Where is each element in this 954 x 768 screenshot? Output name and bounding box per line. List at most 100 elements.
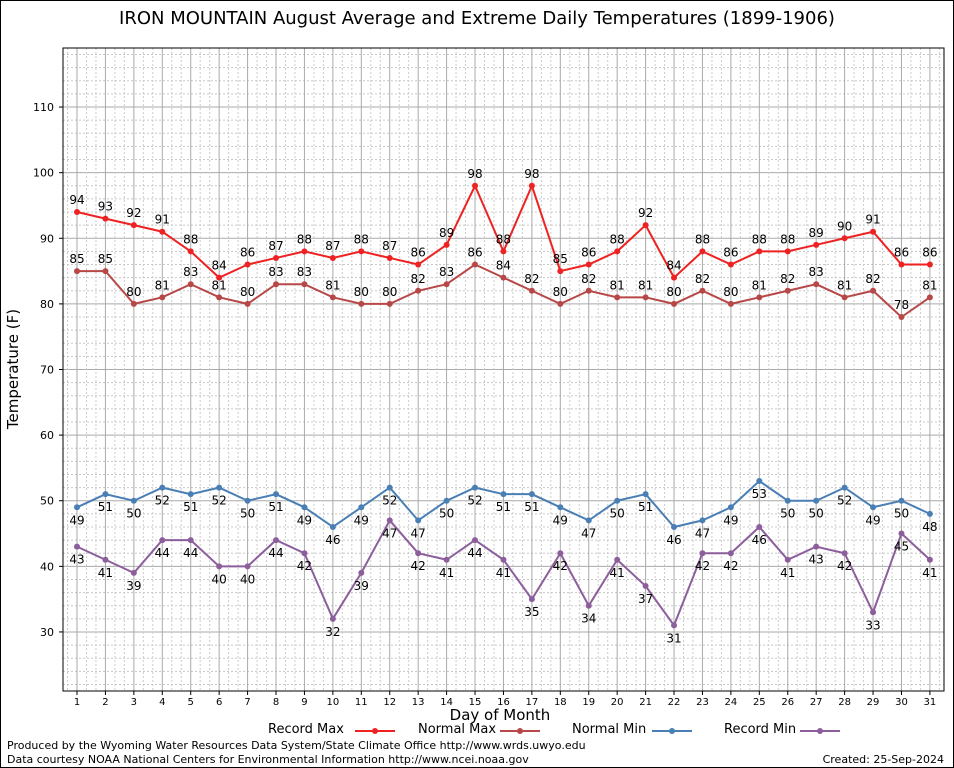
record-max-point bbox=[159, 228, 166, 235]
normal-max-data-label: 85 bbox=[98, 252, 113, 266]
normal-max-point bbox=[301, 281, 308, 288]
y-tick-label: 110 bbox=[33, 101, 54, 114]
record-min-data-label: 39 bbox=[354, 579, 369, 593]
normal-min-data-label: 48 bbox=[922, 520, 937, 534]
normal-min-point bbox=[386, 484, 393, 491]
normal-min-data-label: 47 bbox=[411, 526, 426, 540]
normal-max-data-label: 83 bbox=[183, 265, 198, 279]
normal-min-point bbox=[244, 497, 251, 504]
record-max-point bbox=[528, 182, 535, 189]
record-max-point bbox=[301, 248, 308, 255]
normal-max-data-label: 82 bbox=[524, 272, 539, 286]
record-max-data-label: 88 bbox=[297, 232, 312, 246]
record-min-point bbox=[472, 537, 479, 544]
normal-min-data-label: 51 bbox=[524, 500, 539, 514]
record-max-data-label: 93 bbox=[98, 200, 113, 214]
record-min-data-label: 46 bbox=[752, 533, 767, 547]
x-tick-label: 28 bbox=[838, 697, 851, 708]
normal-max-data-label: 82 bbox=[695, 272, 710, 286]
record-max-data-label: 98 bbox=[467, 167, 482, 181]
record-max-data-label: 87 bbox=[382, 239, 397, 253]
normal-min-point bbox=[784, 497, 791, 504]
y-tick-label: 30 bbox=[40, 626, 54, 639]
legend-normal-min-swatch bbox=[652, 730, 692, 732]
normal-max-point bbox=[557, 300, 564, 307]
record-max-data-label: 88 bbox=[752, 232, 767, 246]
record-max-data-label: 92 bbox=[126, 206, 141, 220]
record-max-data-label: 91 bbox=[865, 213, 880, 227]
normal-min-point bbox=[841, 484, 848, 491]
normal-max-data-label: 78 bbox=[894, 298, 909, 312]
x-tick-label: 31 bbox=[924, 697, 937, 708]
record-min-data-label: 44 bbox=[155, 546, 170, 560]
record-min-point bbox=[102, 556, 109, 563]
record-max-point bbox=[898, 261, 905, 268]
record-max-point bbox=[500, 248, 507, 255]
record-min-data-label: 32 bbox=[325, 625, 340, 639]
record-min-data-label: 43 bbox=[69, 553, 84, 567]
record-min-point bbox=[614, 556, 621, 563]
record-max-data-label: 85 bbox=[553, 252, 568, 266]
normal-min-point bbox=[329, 523, 336, 530]
y-tick-label: 40 bbox=[40, 560, 54, 573]
record-min-data-label: 42 bbox=[411, 559, 426, 573]
normal-min-point bbox=[614, 497, 621, 504]
normal-max-point bbox=[813, 281, 820, 288]
record-max-data-label: 88 bbox=[496, 232, 511, 246]
footer-created: Created: 25-Sep-2024 bbox=[822, 753, 944, 766]
normal-min-point bbox=[898, 497, 905, 504]
record-min-point bbox=[74, 543, 80, 550]
record-min-point bbox=[415, 550, 422, 557]
normal-min-point bbox=[642, 491, 649, 498]
record-max-point bbox=[386, 254, 393, 261]
normal-max-data-label: 81 bbox=[212, 278, 227, 292]
record-min-point bbox=[642, 583, 649, 590]
record-min-data-label: 45 bbox=[894, 540, 909, 554]
record-min-point bbox=[898, 530, 905, 537]
normal-min-point bbox=[472, 484, 479, 491]
record-min-data-label: 41 bbox=[610, 566, 625, 580]
normal-min-point bbox=[415, 517, 422, 524]
normal-min-data-label: 53 bbox=[752, 487, 767, 501]
normal-max-point bbox=[130, 300, 137, 307]
normal-min-point bbox=[813, 497, 820, 504]
record-max-data-label: 88 bbox=[695, 232, 710, 246]
record-min-point bbox=[386, 517, 393, 524]
record-max-point bbox=[415, 261, 422, 268]
normal-min-data-label: 52 bbox=[382, 494, 397, 508]
x-tick-label: 21 bbox=[639, 697, 652, 708]
normal-max-point bbox=[500, 274, 507, 281]
normal-max-data-label: 80 bbox=[240, 285, 255, 299]
record-max-point bbox=[870, 228, 877, 235]
normal-max-data-label: 80 bbox=[723, 285, 738, 299]
record-min-point bbox=[273, 537, 280, 544]
normal-min-point bbox=[727, 504, 734, 511]
legend-normal-max-label: Normal Max bbox=[418, 722, 497, 737]
normal-min-point bbox=[926, 510, 933, 517]
record-min-data-label: 44 bbox=[268, 546, 283, 560]
x-tick-label: 23 bbox=[696, 697, 709, 708]
record-min-data-label: 37 bbox=[638, 592, 653, 606]
record-min-point bbox=[216, 563, 223, 570]
record-max-point bbox=[358, 248, 365, 255]
x-tick-label: 19 bbox=[582, 697, 595, 708]
normal-max-data-label: 82 bbox=[865, 272, 880, 286]
normal-min-point bbox=[301, 504, 308, 511]
normal-min-data-label: 49 bbox=[553, 513, 568, 527]
normal-min-data-label: 52 bbox=[212, 494, 227, 508]
record-min-data-label: 34 bbox=[581, 612, 596, 626]
record-min-point bbox=[159, 537, 166, 544]
record-max-point bbox=[74, 209, 80, 216]
normal-min-point bbox=[443, 497, 450, 504]
normal-min-data-label: 51 bbox=[638, 500, 653, 514]
record-max-point bbox=[557, 268, 564, 275]
record-min-data-label: 40 bbox=[212, 572, 227, 586]
record-min-data-label: 31 bbox=[666, 631, 681, 645]
normal-max-data-label: 80 bbox=[126, 285, 141, 299]
record-min-point bbox=[926, 556, 933, 563]
record-max-data-label: 98 bbox=[524, 167, 539, 181]
normal-max-data-label: 83 bbox=[268, 265, 283, 279]
normal-max-point bbox=[756, 294, 763, 301]
normal-max-point bbox=[329, 294, 336, 301]
